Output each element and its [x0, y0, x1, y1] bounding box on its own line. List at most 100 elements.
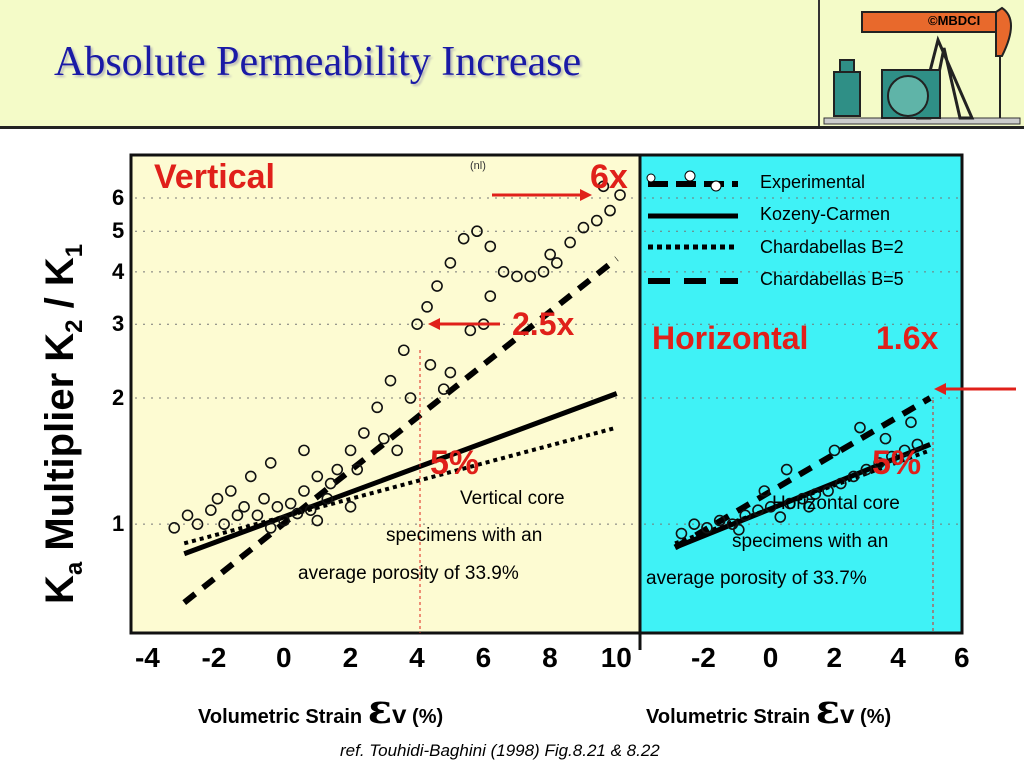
x-tick-p0--2: -2 — [201, 642, 227, 673]
data-point-p0-10 — [251, 509, 264, 522]
series-line-p0-1 — [183, 425, 618, 546]
data-point-p1-21 — [758, 485, 771, 497]
data-point-p0-8 — [238, 501, 250, 513]
x-tick-p0-4: 4 — [409, 642, 425, 673]
data-point-p0-15 — [284, 497, 297, 510]
y-tick-4: 4 — [112, 258, 125, 284]
data-point-p0-41 — [590, 214, 603, 227]
data-point-p1-27 — [905, 416, 917, 429]
legend-label-b5: Chardabellas B=5 — [760, 269, 904, 289]
vertical-panel-frame — [129, 153, 964, 635]
data-point-p0-38 — [551, 257, 563, 269]
arrow-1.6x-head — [934, 383, 946, 395]
data-point-p0-26 — [397, 344, 410, 357]
data-point-p1-14 — [847, 470, 860, 483]
horizontal-title: Horizontal — [652, 320, 809, 356]
legend-label-experimental: Experimental — [760, 172, 866, 192]
data-point-p0-0 — [168, 522, 181, 534]
legend-box — [646, 170, 738, 284]
data-point-p0-54 — [311, 514, 324, 527]
data-point-p0-49 — [404, 392, 417, 404]
data-point-p1-22 — [780, 463, 793, 476]
data-point-p0-11 — [258, 492, 270, 505]
data-point-p0-36 — [524, 270, 537, 283]
y-tick-1: 1 — [112, 511, 125, 537]
data-point-p0-13 — [271, 501, 284, 513]
data-point-p0-59 — [544, 248, 556, 261]
data-point-p0-37 — [537, 266, 550, 278]
data-point-p1-9 — [784, 497, 796, 510]
data-point-p0-7 — [231, 509, 244, 522]
data-point-p1-0 — [675, 527, 688, 540]
horizontal-1.6x-label: 1.6x — [876, 320, 939, 356]
data-point-p0-42 — [604, 204, 616, 217]
data-point-p0-31 — [457, 232, 470, 245]
data-point-p0-43 — [614, 189, 626, 201]
data-point-p0-46 — [324, 477, 337, 490]
data-point-p0-12 — [264, 522, 277, 534]
vertical-2.5x-label: 2.5x — [512, 306, 575, 342]
data-point-p0-19 — [311, 470, 324, 483]
caption-left-line-3: average porosity of 33.9% — [298, 563, 519, 584]
data-point-p1-1 — [688, 518, 700, 530]
x-tick-p1-6: 6 — [954, 642, 970, 673]
legend-marker-circle-2 — [684, 170, 696, 182]
corner-mark: (nl) — [470, 160, 486, 172]
data-point-p1-23 — [803, 501, 815, 513]
caption-left-line-1: Vertical core — [460, 488, 565, 509]
data-point-p1-10 — [796, 492, 809, 505]
data-point-p1-11 — [809, 488, 822, 500]
data-point-p0-18 — [304, 504, 317, 516]
caption-right-line-1: Horizontal core — [772, 493, 900, 514]
data-point-p0-33 — [484, 240, 497, 253]
x-tick-p1--2: -2 — [690, 642, 716, 673]
data-point-p0-3 — [205, 504, 217, 516]
y-tick-5: 5 — [112, 218, 125, 244]
x-tick-p1-2: 2 — [826, 642, 843, 673]
data-point-p1-16 — [873, 457, 885, 469]
series-line-p0-2 — [182, 256, 619, 605]
x-tick-p0--4: -4 — [134, 642, 160, 673]
data-point-p0-4 — [211, 492, 224, 505]
data-point-p0-50 — [424, 359, 437, 371]
x-tick-p1-0: 0 — [762, 642, 779, 673]
data-point-p1-18 — [898, 444, 911, 457]
data-point-p0-44 — [264, 457, 277, 469]
arrow-6x-head — [580, 189, 592, 201]
data-point-p1-7 — [764, 501, 777, 513]
strain-5pct-left: 5% — [430, 444, 480, 482]
data-point-p1-5 — [739, 509, 752, 522]
series-line-p1-1 — [674, 448, 931, 546]
data-point-p0-22 — [344, 444, 357, 457]
x-axis-label-right: Volumetric Strain εv (%) — [646, 686, 892, 733]
data-point-p1-19 — [911, 438, 924, 451]
strain-5pct-right: 5% — [872, 444, 922, 482]
y-tick-3: 3 — [112, 311, 125, 337]
data-point-p0-48 — [378, 432, 390, 445]
data-point-p0-24 — [371, 401, 383, 414]
data-point-p0-32 — [471, 225, 483, 238]
series-line-p1-2 — [673, 395, 932, 551]
data-point-p0-34 — [497, 266, 510, 278]
data-point-p0-30 — [444, 257, 457, 269]
data-point-p1-2 — [701, 522, 713, 534]
data-point-p0-20 — [321, 492, 334, 505]
arrow-2.5x-head — [428, 318, 440, 330]
legend-label-kozeny: Kozeny-Carmen — [760, 204, 891, 224]
data-point-p1-3 — [713, 514, 726, 527]
legend-label-b2: Chardabellas B=2 — [760, 237, 904, 257]
slide-title: Absolute Permeability Increase — [54, 39, 582, 85]
y-axis-label: Ka Multiplier K2 / K1 — [38, 243, 88, 604]
x-axis-label-left: Volumetric Strain εv (%) — [198, 686, 444, 733]
data-point-p1-15 — [860, 463, 873, 476]
data-point-p0-23 — [358, 427, 370, 439]
data-point-p0-60 — [597, 180, 610, 193]
data-point-p0-57 — [437, 383, 450, 395]
data-point-p1-25 — [854, 421, 866, 434]
logo-text: ©MBDCI — [928, 13, 981, 28]
data-point-p0-55 — [344, 501, 357, 513]
data-point-p0-25 — [384, 374, 397, 387]
x-tick-p0-6: 6 — [475, 642, 492, 673]
data-point-p0-6 — [225, 485, 237, 497]
data-point-p1-8 — [774, 511, 787, 523]
